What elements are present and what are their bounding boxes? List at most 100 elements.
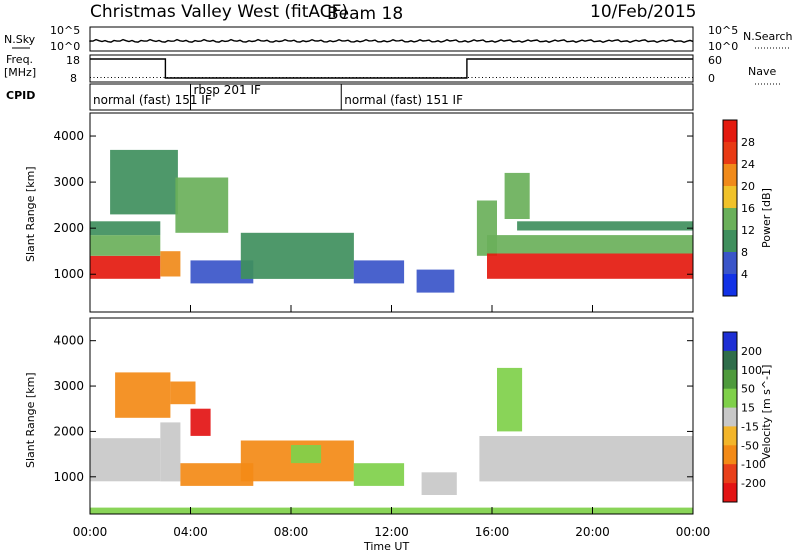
colorbar-tick-label: 15 [741, 402, 755, 415]
colorbar-swatch [723, 483, 737, 503]
colorbar-frame [722, 331, 738, 503]
colorbar-swatch [723, 445, 737, 465]
colorbar-swatch [723, 426, 737, 446]
beam-label: Beam 18 [327, 4, 403, 24]
colorbar-swatch [723, 186, 737, 209]
colorbar-swatch [723, 208, 737, 231]
power-region-6 [190, 260, 254, 284]
colorbar-tick-label: -200 [741, 477, 766, 490]
power-regions [90, 149, 693, 293]
cpid-mode-label: normal (fast) 151 IF [93, 93, 212, 107]
x-tick-label: 20:00 [575, 525, 610, 539]
nave-label: Nave [748, 65, 776, 78]
power-region-0 [90, 255, 161, 279]
colorbar-swatch [723, 332, 737, 352]
colorbar-swatch [723, 164, 737, 187]
cpid-label: CPID [6, 89, 35, 102]
colorbar-tick-label: 28 [741, 136, 755, 149]
velocity-region-8 [353, 463, 405, 486]
x-tick-label: 00:00 [676, 525, 711, 539]
colorbar-tick-label: -100 [741, 458, 766, 471]
velocity-region-9 [421, 472, 457, 495]
y-tick-label: 4000 [53, 334, 84, 348]
colorbar-tick-label: 12 [741, 224, 755, 237]
colorbar-tick-label: 24 [741, 158, 755, 171]
velocity-colorbar: 200 100 50 15 -15 -50 -100 -200 [722, 331, 766, 503]
power-colorbar: 4 8 12 16 20 24 28 [722, 119, 755, 297]
x-tick-label: 00:00 [73, 525, 108, 539]
freq-tick-top: 18 [66, 54, 80, 67]
nsky-panel [89, 26, 694, 52]
velocity-y-ticks: 1000 2000 3000 4000 [53, 334, 693, 484]
colorbar-tick-label: 50 [741, 383, 755, 396]
nave-tick-bottom: 0 [708, 72, 715, 85]
power-panel [89, 112, 694, 313]
freq-unit-label: [MHz] [4, 66, 36, 79]
colorbar-swatch [723, 407, 737, 427]
colorbar-tick-label: -15 [741, 420, 759, 433]
y-tick-label: 1000 [53, 267, 84, 281]
cpid-mode-label: normal (fast) 151 IF [344, 93, 463, 107]
velocity-colorbar-label: Velocity [m s^-1] [760, 365, 773, 460]
nave-tick-top: 60 [708, 54, 722, 67]
nsky-label: N.Sky [4, 33, 36, 46]
colorbar-tick-label: 8 [741, 246, 748, 259]
velocity-region-5 [180, 463, 254, 486]
nsky-tick-top: 10^5 [50, 24, 80, 37]
freq-label: Freq. [6, 53, 33, 66]
radar-title: Christmas Valley West (fitACF) [90, 2, 348, 22]
nsky-trace [89, 38, 694, 44]
colorbar-swatch [723, 350, 737, 371]
velocity-region-2 [115, 372, 171, 418]
colorbar-frame [722, 119, 738, 297]
power-region-1 [90, 235, 161, 256]
x-axis-ticks: 00:00 04:00 08:00 12:00 16:00 20:00 00:00 [73, 305, 711, 539]
velocity-region-7 [291, 445, 322, 464]
power-region-9 [416, 269, 455, 293]
y-tick-label: 3000 [53, 379, 84, 393]
y-tick-label: 3000 [53, 175, 84, 189]
freq-trace [90, 58, 693, 79]
colorbar-swatch [723, 464, 737, 484]
velocity-region-4 [190, 408, 211, 436]
power-region-12 [487, 235, 693, 254]
cpid-mode-label: rbsp 201 IF [194, 83, 261, 97]
velocity-region-3 [170, 381, 196, 405]
nsky-tick-bottom: 10^0 [50, 40, 80, 53]
colorbar-swatch [723, 230, 737, 253]
power-region-5 [175, 177, 229, 233]
y-tick-label: 2000 [53, 221, 84, 235]
x-tick-label: 04:00 [173, 525, 208, 539]
nsearch-label: N.Search [743, 30, 793, 43]
x-tick-label: 08:00 [274, 525, 309, 539]
colorbar-tick-label: 16 [741, 202, 755, 215]
colorbar-swatch [723, 120, 737, 143]
x-tick-label: 12:00 [374, 525, 409, 539]
y-tick-label: 2000 [53, 424, 84, 438]
power-region-3 [110, 149, 178, 215]
freq-tick-bottom: 8 [70, 72, 77, 85]
x-axis-label: Time UT [363, 540, 409, 553]
y-tick-label: 1000 [53, 470, 84, 484]
velocity-region-1 [160, 422, 181, 482]
power-region-4 [160, 251, 181, 277]
colorbar-tick-label: 20 [741, 180, 755, 193]
power-y-ticks: 1000 2000 3000 4000 [53, 129, 693, 281]
nsearch-tick-top: 10^5 [708, 24, 738, 37]
power-region-2 [90, 221, 161, 236]
colorbar-tick-label: 4 [741, 268, 748, 281]
velocity-region-11 [497, 367, 523, 432]
power-region-11 [487, 253, 693, 279]
power-y-axis-label: Slant Range [km] [24, 166, 37, 262]
colorbar-tick-label: -50 [741, 439, 759, 452]
colorbar-tick-label: 100 [741, 364, 762, 377]
power-region-7 [240, 232, 354, 279]
colorbar-swatch [723, 388, 737, 409]
colorbar-tick-label: 200 [741, 345, 762, 358]
colorbar-swatch [723, 274, 737, 297]
velocity-region-10 [479, 436, 693, 482]
velocity-y-axis-label: Slant Range [km] [24, 372, 37, 468]
power-region-13 [517, 221, 693, 231]
